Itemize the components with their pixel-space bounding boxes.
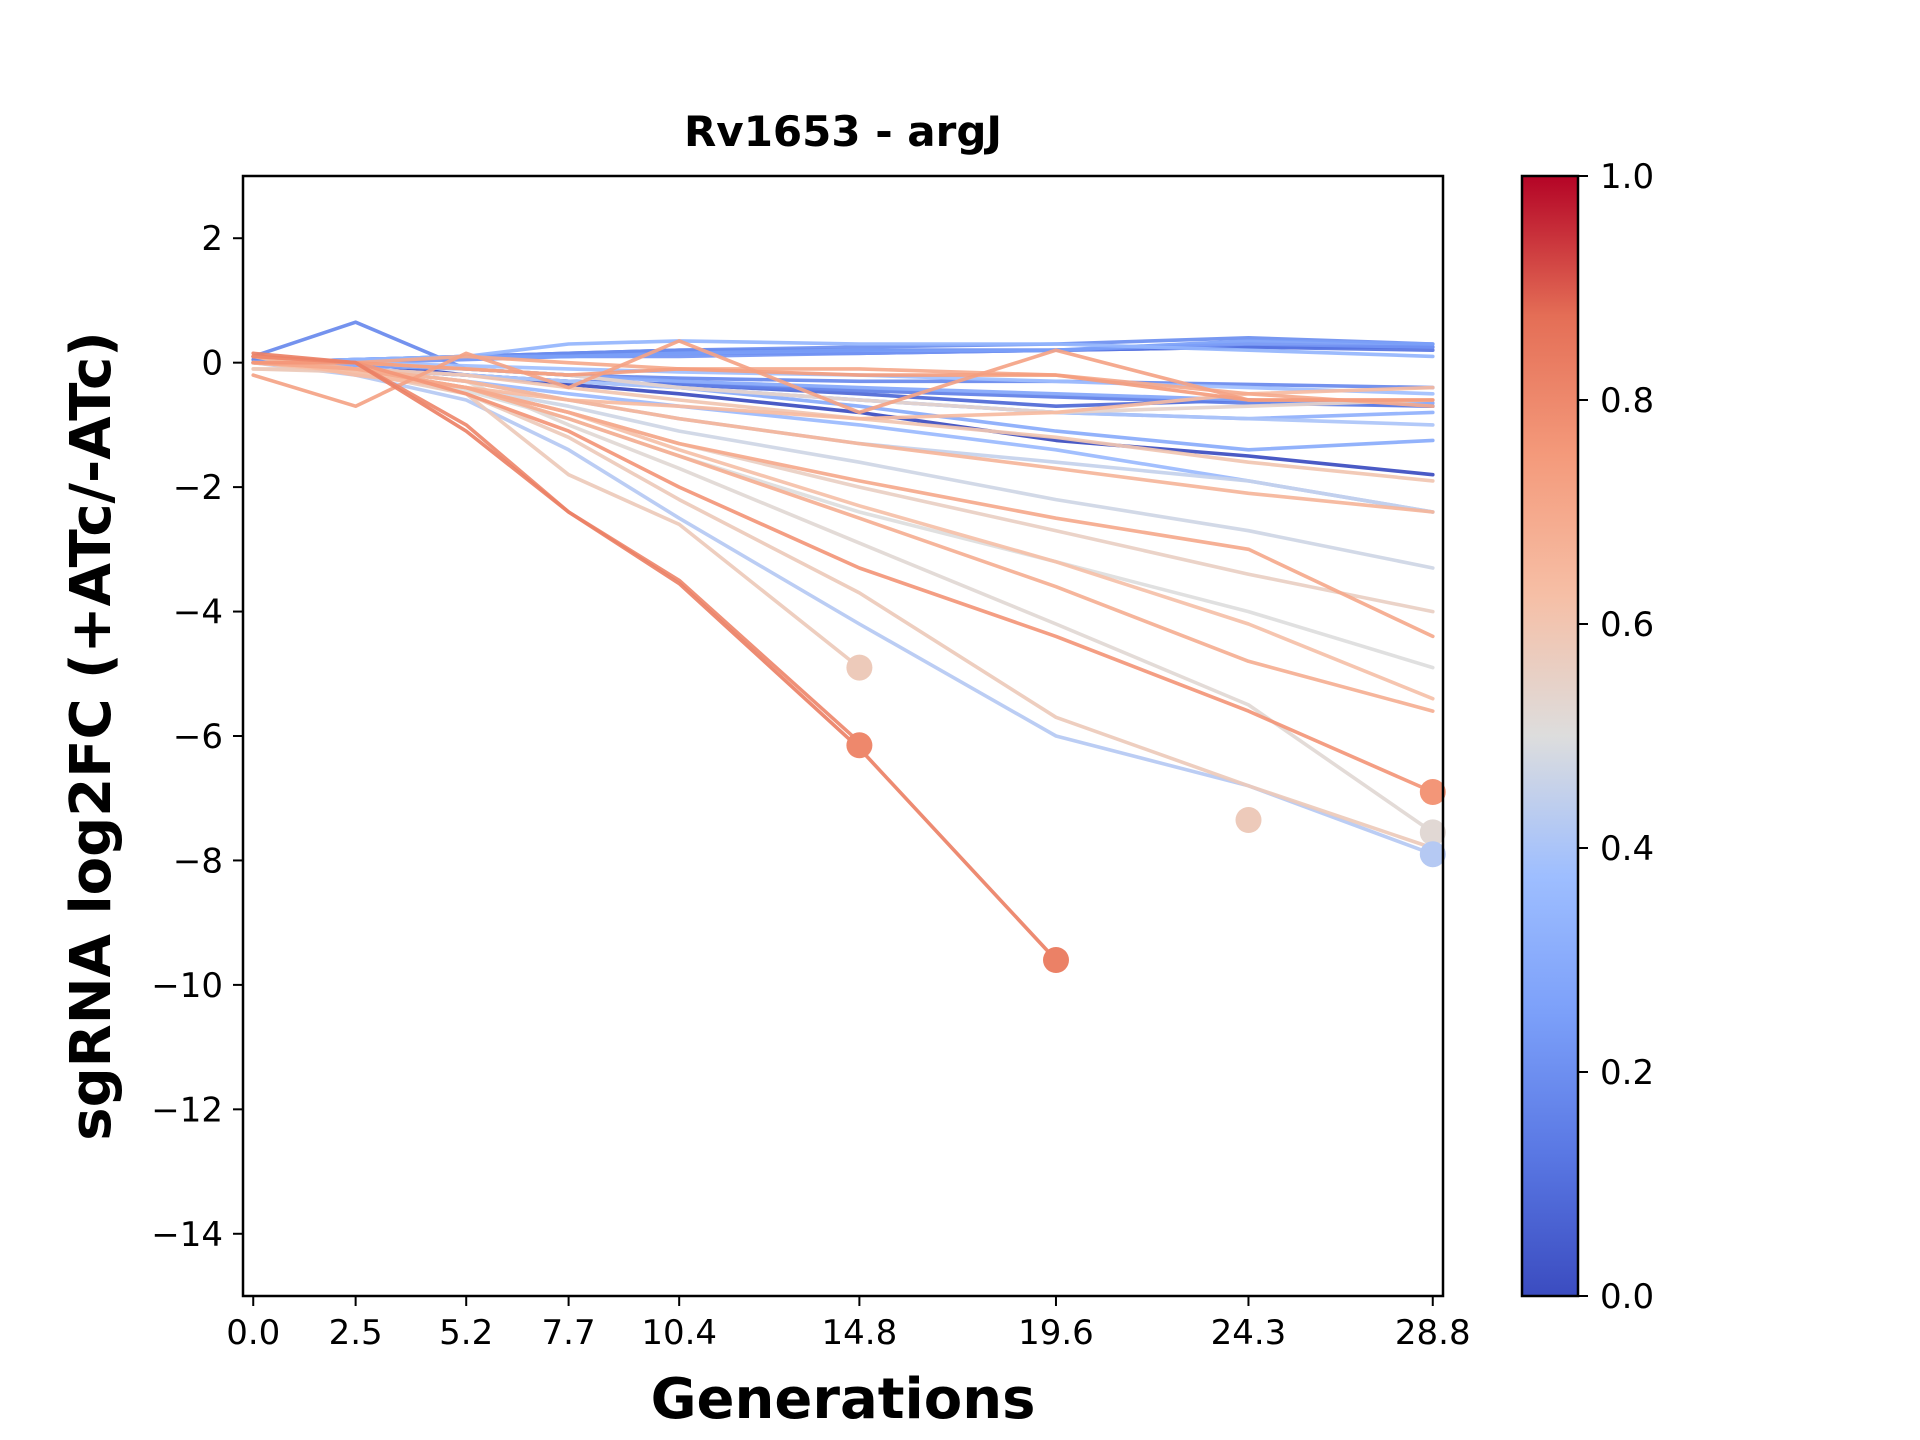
colorbar-tick-label-1: 0.2 (1600, 1053, 1654, 1093)
colorbar-axis: 0.0 0.2 0.4 0.6 0.8 1.0 (1578, 157, 1654, 1317)
x-tick-label-3: 7.7 (542, 1313, 596, 1353)
colorbar-tick-label-5: 1.0 (1600, 157, 1654, 197)
y-tick-label-3: −4 (173, 593, 223, 633)
y-axis: 2 0 −2 −4 −6 −8 −10 −12 −14 (151, 219, 243, 1255)
end-marker-3 (1235, 807, 1262, 833)
end-marker-4 (1419, 779, 1446, 805)
colorbar-tick-label-2: 0.4 (1600, 829, 1654, 869)
y-tick-label-0: 2 (201, 219, 223, 259)
y-tick-label-8: −14 (151, 1215, 223, 1255)
y-tick-label-2: −2 (173, 468, 223, 508)
series-line-32 (251, 339, 1435, 415)
x-tick-label-2: 5.2 (439, 1313, 493, 1353)
x-axis-title: Generations (651, 1367, 1036, 1432)
end-marker-5 (1419, 819, 1446, 846)
x-tick-label-8: 28.8 (1395, 1313, 1471, 1353)
colorbar-tick-label-4: 0.8 (1600, 381, 1654, 421)
x-tick-label-4: 10.4 (641, 1313, 717, 1353)
y-tick-label-1: 0 (201, 344, 223, 384)
x-tick-label-1: 2.5 (329, 1313, 383, 1353)
series-line-16 (251, 360, 1435, 856)
x-axis: 0.0 2.5 5.2 7.7 10.4 14.8 19.6 24.3 28.8 (226, 1296, 1471, 1353)
series-line-9 (251, 360, 1435, 405)
series-line-31 (251, 360, 1435, 639)
colorbar-tick-label-3: 0.6 (1600, 605, 1654, 645)
x-tick-label-0: 0.0 (226, 1313, 280, 1353)
y-tick-label-6: −10 (151, 966, 223, 1006)
y-tick-label-5: −8 (173, 841, 223, 881)
series-line-34 (251, 360, 1435, 794)
chart-title: Rv1653 - argJ (684, 107, 1002, 156)
marker-layer (846, 654, 1446, 973)
series-line-33 (251, 354, 1435, 402)
colorbar-tick-label-0: 0.0 (1600, 1277, 1654, 1317)
series-layer (251, 320, 1435, 962)
y-tick-label-4: −6 (173, 717, 223, 757)
series-line-27 (251, 354, 1435, 421)
colorbar (1520, 174, 1580, 1298)
x-tick-label-5: 14.8 (822, 1313, 898, 1353)
series-line-26 (251, 360, 1435, 701)
end-marker-0 (846, 654, 873, 681)
end-marker-6 (1419, 841, 1446, 868)
series-line-25 (251, 360, 1435, 483)
series-line-36 (251, 351, 1058, 962)
series-line-20 (251, 360, 1435, 835)
x-tick-label-6: 19.6 (1018, 1313, 1094, 1353)
y-tick-label-7: −12 (151, 1090, 223, 1130)
y-axis-title: sgRNA log2FC (+ATc/-ATc) (59, 331, 124, 1141)
x-tick-label-7: 24.3 (1211, 1313, 1287, 1353)
end-marker-1 (846, 732, 873, 759)
end-marker-2 (1043, 947, 1069, 973)
